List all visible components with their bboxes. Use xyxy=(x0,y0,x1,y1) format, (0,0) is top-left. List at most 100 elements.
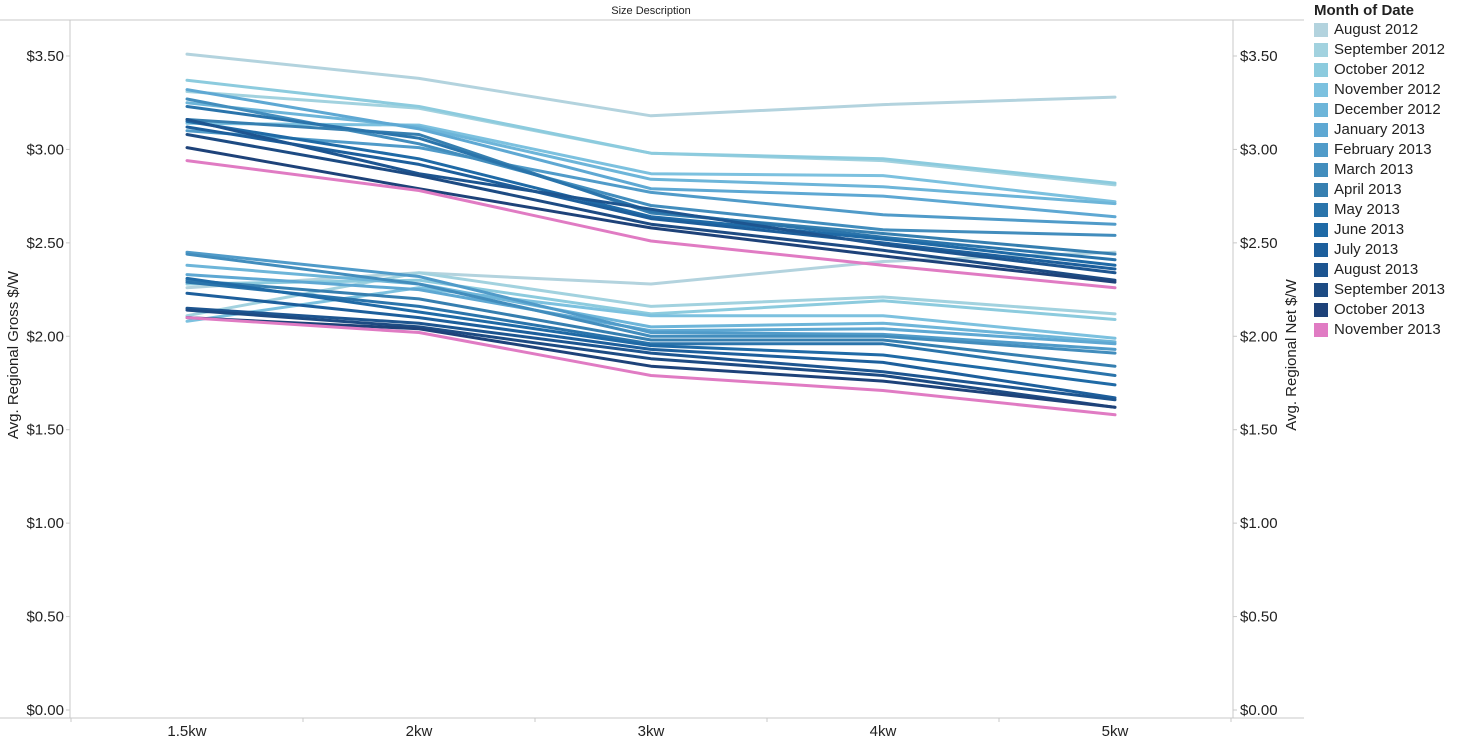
legend-item-june-2013[interactable]: June 2013 xyxy=(1314,220,1458,240)
legend-item-december-2012[interactable]: December 2012 xyxy=(1314,100,1458,120)
legend-label: August 2013 xyxy=(1334,261,1419,278)
legend-label: November 2013 xyxy=(1334,321,1441,338)
legend-item-may-2013[interactable]: May 2013 xyxy=(1314,200,1458,220)
legend-item-october-2012[interactable]: October 2012 xyxy=(1314,60,1458,80)
legend-item-august-2013[interactable]: August 2013 xyxy=(1314,260,1458,280)
legend-swatch xyxy=(1314,103,1328,117)
series-line-net-may-2013 xyxy=(185,280,1117,377)
legend-item-october-2013[interactable]: October 2013 xyxy=(1314,300,1458,320)
series-line-gross-december-2012 xyxy=(185,101,1117,206)
y-axis-label-left: Avg. Regional Gross $/W xyxy=(5,270,22,439)
series-line-gross-october-2012 xyxy=(185,78,1117,185)
series-line-gross-september-2013 xyxy=(185,133,1117,282)
series-line-net-august-2013 xyxy=(185,306,1117,402)
y-tick-label-left: $2.00 xyxy=(26,328,64,345)
y-tick-label-left: $3.50 xyxy=(26,48,64,65)
legend-swatch xyxy=(1314,263,1328,277)
legend-label: October 2012 xyxy=(1334,61,1425,78)
y-tick-label-right: $1.00 xyxy=(1240,515,1278,532)
series-line-gross-july-2013 xyxy=(185,125,1117,271)
legend-label: September 2013 xyxy=(1334,281,1445,298)
legend-items: August 2012 September 2012 October 2012 Nov… xyxy=(1314,20,1458,340)
y-tick-label-right: $0.00 xyxy=(1240,702,1278,719)
legend-item-february-2013[interactable]: February 2013 xyxy=(1314,140,1458,160)
legend-swatch xyxy=(1314,163,1328,177)
y-tick-label-left: $1.50 xyxy=(26,422,64,439)
legend-label: February 2013 xyxy=(1334,141,1432,158)
legend-label: July 2013 xyxy=(1334,241,1399,258)
legend-item-april-2013[interactable]: April 2013 xyxy=(1314,180,1458,200)
series-line-gross-june-2013 xyxy=(185,119,1117,267)
legend-swatch xyxy=(1314,223,1328,237)
series-line-net-november-2013 xyxy=(185,316,1117,417)
series-line-gross-january-2013 xyxy=(185,88,1117,219)
y-tick-label-right: $3.00 xyxy=(1240,141,1278,158)
y-tick-label-left: $1.00 xyxy=(26,515,64,532)
series-line-net-march-2013 xyxy=(185,252,1117,355)
series-line-gross-november-2012 xyxy=(185,121,1117,204)
legend-swatch xyxy=(1314,183,1328,197)
legend-swatch xyxy=(1314,243,1328,257)
legend-item-september-2012[interactable]: September 2012 xyxy=(1314,40,1458,60)
legend-label: May 2013 xyxy=(1334,201,1400,218)
series-line-net-january-2013 xyxy=(185,273,1117,346)
legend-item-september-2013[interactable]: September 2013 xyxy=(1314,280,1458,300)
legend-label: April 2013 xyxy=(1334,181,1402,198)
legend-swatch xyxy=(1314,143,1328,157)
series-line-gross-april-2013 xyxy=(185,118,1117,256)
series-line-gross-may-2013 xyxy=(185,105,1117,262)
legend-swatch xyxy=(1314,43,1328,57)
legend-label: November 2012 xyxy=(1334,81,1441,98)
x-tick-label: 2kw xyxy=(406,723,433,740)
legend-swatch xyxy=(1314,323,1328,337)
legend-swatch xyxy=(1314,63,1328,77)
legend-item-july-2013[interactable]: July 2013 xyxy=(1314,240,1458,260)
y-axis-label-right: Avg. Regional Net $/W xyxy=(1283,278,1300,430)
series-line-net-february-2013 xyxy=(185,250,1117,351)
y-tick-label-right: $3.50 xyxy=(1240,48,1278,65)
y-tick-label-right: $2.50 xyxy=(1240,235,1278,252)
y-tick-label-right: $0.50 xyxy=(1240,609,1278,626)
series-line-gross-october-2013 xyxy=(185,146,1117,284)
y-tick-label-left: $0.50 xyxy=(26,609,64,626)
series-line-net-october-2013 xyxy=(185,316,1117,409)
x-tick-label: 1.5kw xyxy=(167,723,206,740)
legend-label: March 2013 xyxy=(1334,161,1414,178)
y-tick-label-left: $3.00 xyxy=(26,141,64,158)
legend-item-august-2012[interactable]: August 2012 xyxy=(1314,20,1458,40)
y-tick-label-left: $0.00 xyxy=(26,702,64,719)
legend-title: Month of Date xyxy=(1314,2,1414,19)
legend-item-march-2013[interactable]: March 2013 xyxy=(1314,160,1458,180)
chart-title: Size Description xyxy=(611,5,690,17)
legend-label: September 2012 xyxy=(1334,41,1445,58)
series-line-net-july-2013 xyxy=(185,291,1117,400)
legend-label: December 2012 xyxy=(1334,101,1441,118)
y-tick-label-right: $2.00 xyxy=(1240,328,1278,345)
legend-swatch xyxy=(1314,23,1328,37)
legend-swatch xyxy=(1314,83,1328,97)
series-line-gross-august-2013 xyxy=(185,118,1117,275)
axes: 1.5kw 2kw 3kw 4kw 5kw $0.00 $0.00 $0.50 $0.50 $1.… xyxy=(0,19,1304,740)
series-line-gross-november-2013 xyxy=(185,159,1117,290)
x-tick-label: 5kw xyxy=(1102,723,1129,740)
legend-label: October 2013 xyxy=(1334,301,1425,318)
legend-swatch xyxy=(1314,283,1328,297)
legend-item-november-2013[interactable]: November 2013 xyxy=(1314,320,1458,340)
series-lines xyxy=(185,52,1117,417)
legend-label: June 2013 xyxy=(1334,221,1405,238)
legend-label: August 2012 xyxy=(1334,21,1419,38)
x-tick-label: 3kw xyxy=(638,723,665,740)
legend-swatch xyxy=(1314,203,1328,217)
legend-label: January 2013 xyxy=(1334,121,1425,138)
y-tick-label-right: $1.50 xyxy=(1240,422,1278,439)
legend-swatch xyxy=(1314,303,1328,317)
series-line-net-june-2013 xyxy=(185,276,1117,387)
series-line-net-september-2012 xyxy=(185,271,1117,318)
legend-item-january-2013[interactable]: January 2013 xyxy=(1314,120,1458,140)
legend-item-november-2012[interactable]: November 2012 xyxy=(1314,80,1458,100)
series-line-net-october-2012 xyxy=(185,278,1117,321)
line-chart: Size Description Avg. Regional Gross $/W… xyxy=(0,5,1304,740)
legend-swatch xyxy=(1314,123,1328,137)
series-line-gross-february-2013 xyxy=(185,129,1117,226)
series-line-net-september-2013 xyxy=(185,308,1117,409)
